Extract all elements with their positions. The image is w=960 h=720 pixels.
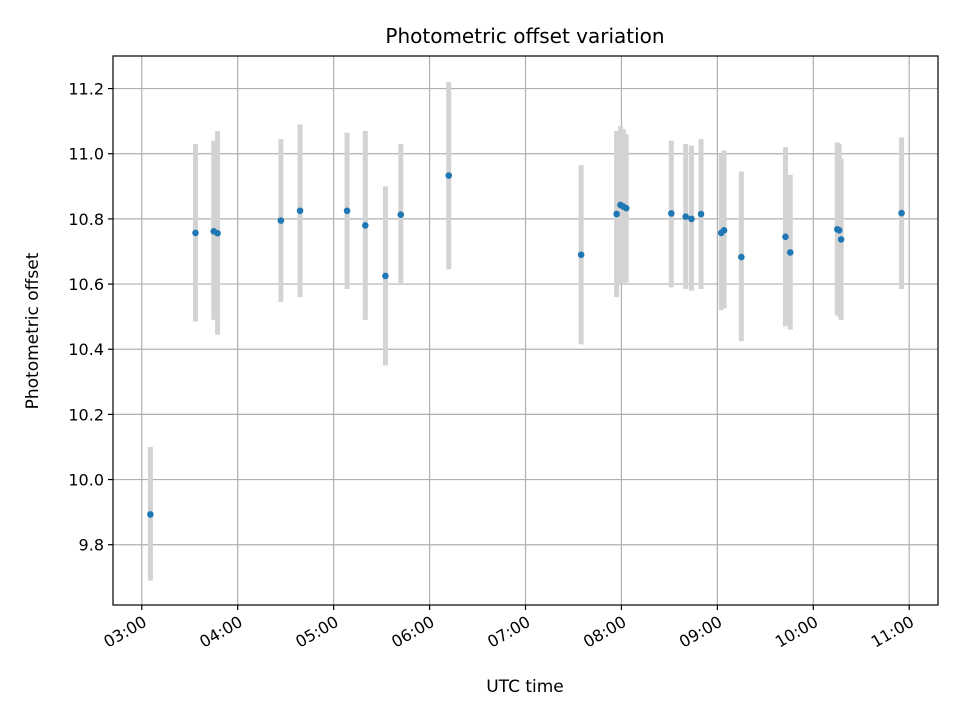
data-point (343, 207, 351, 215)
data-point (277, 217, 285, 224)
data-point (361, 222, 369, 229)
data-point (397, 211, 405, 218)
data-point (835, 227, 843, 234)
y-tick-label: 10.6 (68, 275, 104, 294)
data-point (668, 210, 675, 217)
data-point (786, 249, 794, 256)
data-point (214, 229, 221, 237)
y-tick-label: 9.8 (79, 536, 104, 555)
data-point (613, 210, 620, 218)
data-point (382, 272, 389, 280)
data-point (688, 215, 695, 223)
data-point (682, 213, 690, 220)
data-point (697, 210, 705, 218)
data-point (720, 227, 728, 234)
y-tick-label: 10.8 (68, 210, 104, 229)
data-point (192, 229, 199, 237)
x-axis-label: UTC time (486, 677, 564, 697)
y-tick-label: 11.2 (68, 80, 104, 99)
data-point (445, 172, 453, 179)
chart-title: Photometric offset variation (385, 24, 664, 48)
data-point (898, 209, 905, 217)
y-axis-ticks: 9.8 10.0 10.2 10.4 10.6 10.8 11.0 11.2 (68, 80, 113, 555)
data-point (782, 233, 789, 241)
data-points (147, 172, 905, 518)
data-point (296, 207, 304, 215)
y-tick-label: 11.0 (68, 145, 104, 164)
data-point (837, 236, 845, 243)
y-tick-label: 10.0 (68, 471, 104, 490)
data-point (622, 204, 630, 212)
y-tick-label: 10.2 (68, 405, 104, 424)
data-point (147, 511, 154, 518)
data-point (738, 253, 745, 261)
data-point (577, 251, 585, 259)
y-axis-label: Photometric offset (23, 252, 43, 409)
y-tick-label: 10.4 (68, 340, 104, 359)
